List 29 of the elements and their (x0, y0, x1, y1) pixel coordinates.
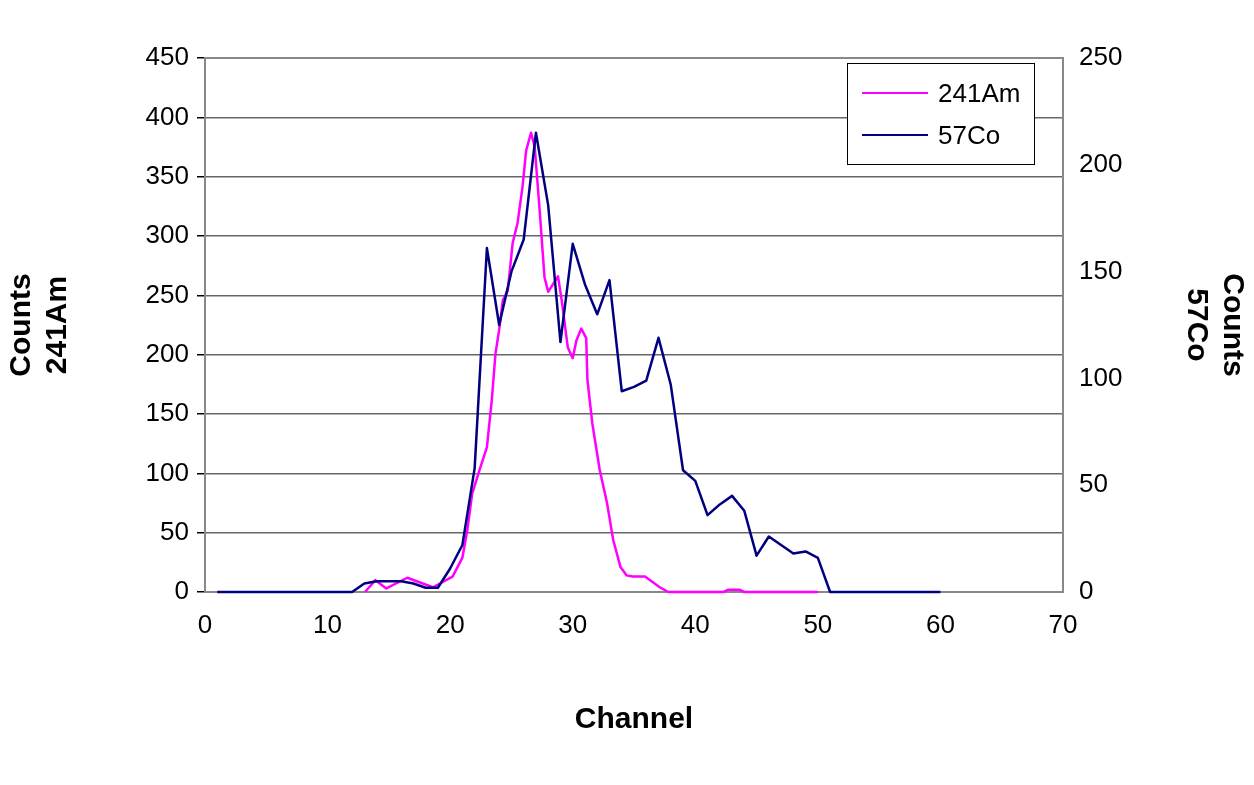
y-tick-label: 150 (145, 397, 189, 428)
y-axis-title: Counts 241Am (3, 273, 73, 377)
y-tick-label: 450 (145, 41, 189, 72)
y-tick-label: 200 (145, 337, 189, 368)
x-axis-title: Channel (574, 701, 694, 735)
x-tick-label: 30 (558, 608, 588, 639)
y-tick-label: 300 (145, 219, 189, 250)
x-tick-label: 70 (1048, 608, 1078, 639)
x-tick-label: 60 (925, 608, 955, 639)
legend-label: 57Co (938, 119, 1001, 151)
y-tick-label: 350 (145, 159, 189, 190)
y2-tick-label: 0 (1079, 575, 1094, 606)
y2-tick-label: 250 (1079, 41, 1123, 72)
x-tick-label: 50 (803, 608, 833, 639)
x-tick-label: 20 (435, 608, 465, 639)
y2-tick-label: 50 (1079, 468, 1108, 499)
x-tick-label: 0 (197, 608, 213, 639)
y-tick-label: 50 (160, 515, 189, 546)
y2-axis-title: Counts 57Co (1181, 273, 1251, 377)
y2-tick-label: 150 (1079, 254, 1123, 285)
y2-tick-label: 200 (1079, 147, 1123, 178)
legend-label: 241Am (938, 77, 1021, 109)
y-tick-label: 400 (145, 100, 189, 131)
y2-tick-label: 100 (1079, 361, 1123, 392)
y-tick-label: 100 (145, 456, 189, 487)
y-tick-label: 250 (145, 278, 189, 309)
y-tick-label: 0 (174, 575, 189, 606)
x-tick-label: 10 (313, 608, 343, 639)
x-tick-label: 40 (680, 608, 710, 639)
